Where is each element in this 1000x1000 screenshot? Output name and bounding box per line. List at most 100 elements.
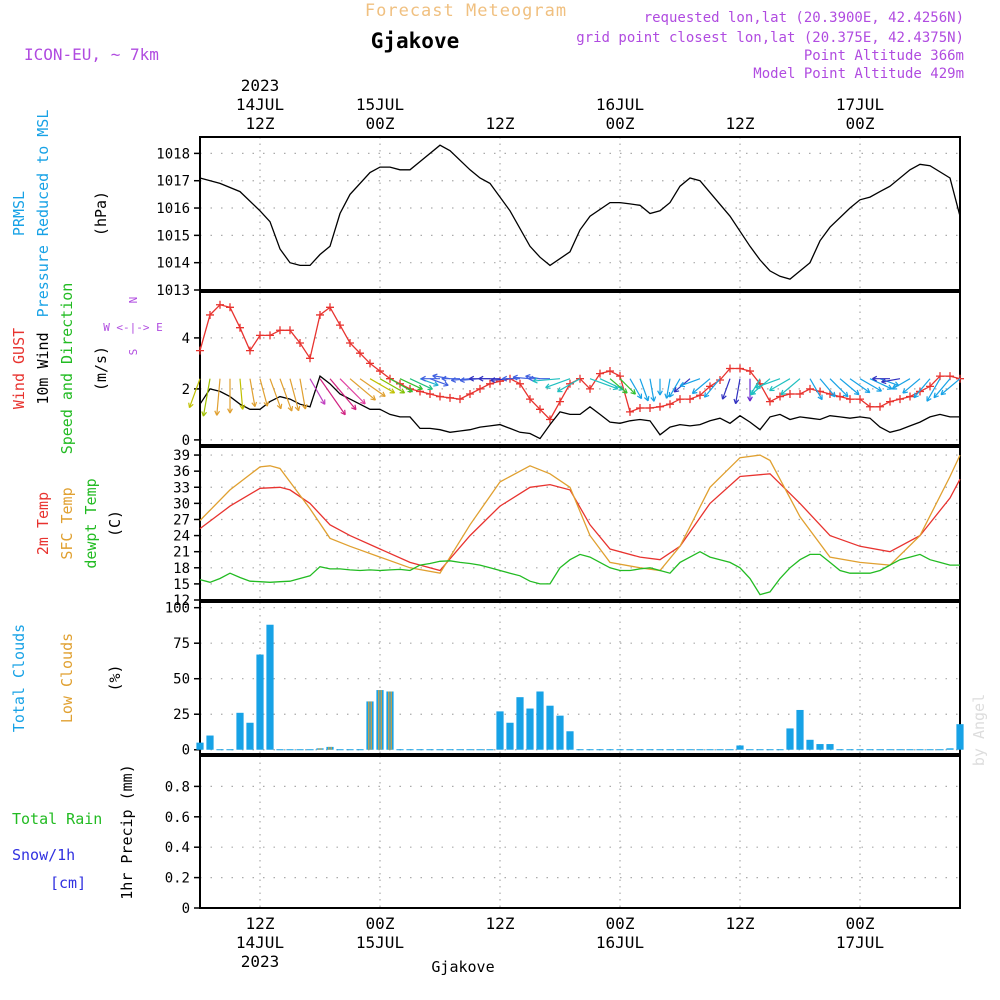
gust-marker <box>266 331 274 340</box>
gust-marker <box>526 395 534 404</box>
wind-arrow-head <box>389 388 396 394</box>
panel-frame <box>199 291 961 446</box>
wind-arrow-head <box>201 411 207 417</box>
y-tick-label: 1016 <box>156 201 190 217</box>
wind-arrow-head <box>668 392 674 398</box>
y-axis-label: Pressure Reduced to MSL <box>34 110 52 318</box>
gust-marker <box>486 379 494 388</box>
location-title: Gjakove <box>371 29 460 53</box>
total-cloud-bar <box>496 711 504 750</box>
gust-marker <box>206 310 214 319</box>
gust-marker <box>606 367 614 376</box>
wind-arrow <box>869 378 893 390</box>
wind-arrow-head <box>532 377 538 384</box>
wind-arrow-head <box>459 377 465 383</box>
gust-marker <box>596 369 604 378</box>
series-line-wind10m <box>199 375 960 440</box>
time-label-top: 00Z <box>366 114 395 133</box>
gust-marker <box>586 384 594 393</box>
y-axis-label: Low Clouds <box>58 633 76 723</box>
gust-marker <box>436 392 444 401</box>
wind-arrow-head <box>340 409 346 416</box>
y-tick-label: 0 <box>182 743 190 759</box>
wind-arrow-head <box>830 391 836 398</box>
wind-arrow <box>665 378 671 399</box>
total-cloud-bar <box>326 746 334 750</box>
total-cloud-bar <box>796 709 804 750</box>
panel-frame <box>199 136 961 291</box>
wind-arrow <box>202 378 211 417</box>
wind-arrow <box>649 378 655 402</box>
gust-marker <box>906 392 914 401</box>
wind-arrow <box>629 378 643 399</box>
wind-arrow <box>557 378 581 393</box>
wind-arrow <box>339 378 366 405</box>
total-cloud-bar <box>206 735 214 750</box>
wind-arrow-head <box>703 392 710 398</box>
total-cloud-bar <box>256 654 264 750</box>
wind-arrow-head <box>528 375 534 382</box>
total-cloud-bar <box>506 722 514 750</box>
wind-arrow-head <box>417 384 423 391</box>
time-label-top: 12Z <box>246 114 275 133</box>
wind-arrow-head <box>276 403 283 410</box>
wind-arrow-head <box>622 388 628 394</box>
gust-marker <box>926 382 934 391</box>
point-altitude: Point Altitude 366m <box>804 48 964 64</box>
gust-marker <box>636 404 644 413</box>
y-axis-label: PRMSL <box>10 191 28 236</box>
wind-arrow <box>668 378 681 398</box>
time-label-top: 00Z <box>606 114 635 133</box>
wind-arrow-head <box>432 373 438 380</box>
gust-marker <box>286 326 294 335</box>
gust-marker <box>456 395 464 404</box>
grid-point-coords: grid point closest lon,lat (20.375E, 42.… <box>576 30 964 46</box>
footer-location: Gjakove <box>431 958 494 976</box>
time-label-bottom: 15JUL <box>356 933 404 952</box>
y-tick-label: 30 <box>173 496 190 512</box>
y-axis-label: 10m Wind <box>34 332 52 404</box>
gust-marker <box>446 393 454 402</box>
gust-marker <box>216 300 224 309</box>
wind-arrow <box>309 378 326 405</box>
gust-marker <box>536 405 544 414</box>
gust-marker <box>786 390 794 398</box>
wind-arrow-head <box>886 384 893 390</box>
total-cloud-bar <box>566 731 574 750</box>
y-axis-label: Wind GUST <box>10 328 28 409</box>
gust-marker <box>516 379 524 388</box>
y-tick-label: 15 <box>173 577 190 593</box>
total-cloud-bar <box>786 728 794 750</box>
wind-arrow-head <box>380 391 386 397</box>
wind-arrow-head <box>351 404 357 411</box>
compass-north: N <box>127 297 140 304</box>
panel-clouds: 0 25 50 75 100 Total Clouds Low Clouds (%) <box>10 601 964 759</box>
y-axis-label: (%) <box>106 664 124 691</box>
wind-arrow-head <box>643 395 650 402</box>
gust-marker <box>306 354 314 363</box>
time-label-top: 00Z <box>846 114 875 133</box>
wind-arrow-head <box>630 389 636 395</box>
y-axis-label: (hPa) <box>92 191 110 236</box>
wind-arrow <box>679 378 701 387</box>
y-tick-label: 1017 <box>156 174 190 190</box>
total-cloud-bar <box>806 739 814 750</box>
gust-marker <box>556 397 564 406</box>
gust-marker <box>196 346 204 355</box>
series-line-gust <box>199 304 961 421</box>
gust-marker <box>276 326 284 335</box>
wind-arrow <box>819 378 836 398</box>
wind-arrow <box>721 378 731 400</box>
panel-wind: 0 2 4 Wind GUST 10m Wind Speed and Direction (… <box>10 283 964 454</box>
wind-arrow-head <box>360 398 366 405</box>
y-axis-label: SFC Temp <box>58 487 76 559</box>
wind-arrow-head <box>733 398 740 405</box>
gust-marker <box>346 339 354 347</box>
gust-marker <box>296 339 304 347</box>
wind-arrow-head <box>679 381 686 388</box>
wind-arrow-head <box>227 408 233 414</box>
time-label-top: 12Z <box>486 114 515 133</box>
wind-arrow-head <box>301 404 308 410</box>
time-label-bottom: 00Z <box>366 914 395 933</box>
